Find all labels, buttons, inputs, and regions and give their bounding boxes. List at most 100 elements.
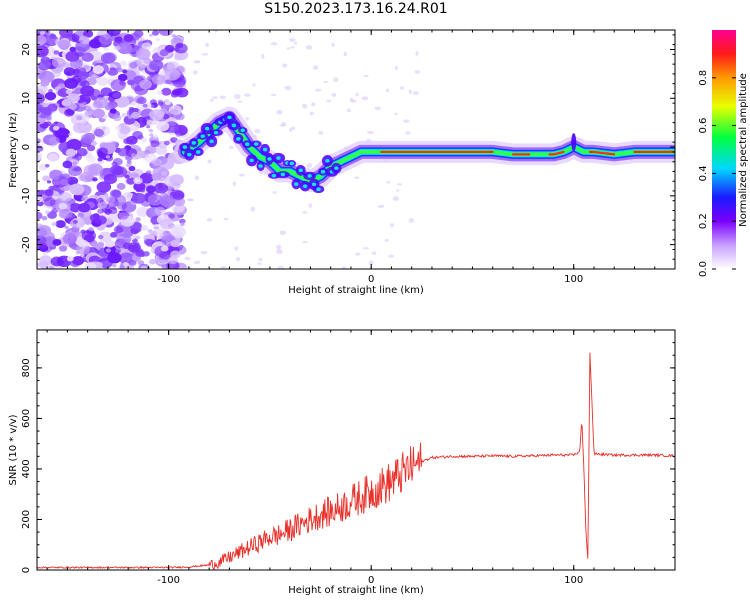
faint-speckle: [193, 260, 201, 265]
noise-speckle: [37, 84, 48, 94]
noise-speckle: [98, 34, 113, 45]
colorbar-label: Normalized spectral amplitude: [738, 73, 749, 227]
faint-speckle: [207, 159, 212, 164]
noise-speckle: [84, 262, 97, 269]
noise-speckle: [55, 220, 66, 229]
faint-speckle: [276, 244, 282, 250]
noise-speckle: [58, 245, 68, 252]
faint-speckle: [239, 173, 245, 177]
ridge-blob-core: [276, 156, 281, 160]
faint-speckle: [301, 103, 308, 109]
noise-speckle: [105, 196, 116, 204]
noise-speckle: [61, 99, 72, 107]
faint-speckle: [254, 128, 261, 134]
noise-speckle: [116, 182, 126, 190]
noise-speckle: [140, 265, 148, 269]
faint-speckle: [276, 249, 283, 255]
faint-speckle: [408, 218, 415, 223]
noise-speckle: [149, 99, 157, 105]
spectrogram-heatmap: [37, 30, 675, 269]
noise-speckle: [159, 49, 169, 57]
noise-speckle: [173, 54, 183, 61]
spectrogram-y-tick-label: 0: [21, 144, 32, 150]
spectrogram-y-tick-label: 20: [21, 43, 32, 56]
faint-speckle: [184, 256, 191, 261]
faint-speckle: [206, 217, 213, 222]
noise-speckle: [59, 178, 69, 186]
noise-speckle: [117, 147, 130, 157]
noise-speckle: [92, 177, 98, 182]
noise-speckle: [64, 109, 75, 117]
noise-speckle: [172, 137, 177, 141]
noise-speckle: [148, 128, 154, 133]
colorbar-tick-label: 0.0: [698, 261, 709, 277]
noise-speckle: [110, 79, 126, 91]
noise-speckle: [81, 196, 88, 202]
noise-speckle: [81, 52, 94, 62]
faint-speckle: [367, 130, 374, 135]
faint-speckle: [252, 83, 256, 87]
noise-speckle: [49, 33, 57, 39]
faint-speckle: [289, 37, 296, 42]
noise-speckle: [37, 142, 40, 147]
noise-speckle: [113, 114, 122, 122]
noise-speckle: [44, 91, 57, 101]
noise-speckle: [147, 193, 163, 206]
snr-frame: [36, 329, 676, 571]
faint-speckle: [394, 65, 399, 71]
ridge-blob-core: [253, 142, 259, 146]
noise-speckle: [93, 97, 109, 109]
noise-speckle: [52, 239, 62, 246]
noise-speckle: [136, 206, 150, 217]
noise-speckle: [167, 256, 179, 265]
ridge-blob-core: [200, 134, 205, 138]
noise-speckle: [122, 242, 132, 250]
noise-speckle: [129, 61, 138, 69]
noise-speckle: [161, 87, 172, 96]
noise-speckle: [126, 177, 136, 185]
noise-speckle: [114, 45, 121, 51]
noise-speckle: [174, 43, 188, 54]
noise-speckle: [46, 180, 52, 184]
noise-speckle: [149, 33, 154, 37]
noise-speckle: [83, 105, 92, 112]
noise-speckle: [51, 221, 57, 226]
faint-speckle: [392, 196, 399, 202]
faint-speckle: [388, 254, 395, 258]
noise-speckle: [69, 46, 76, 52]
noise-speckle: [41, 215, 48, 221]
noise-speckle: [80, 85, 95, 97]
noise-speckle: [153, 134, 158, 139]
noise-speckle: [99, 175, 106, 180]
faint-speckle: [315, 88, 322, 92]
faint-speckle: [214, 30, 218, 33]
noise-speckle: [168, 105, 182, 116]
noise-speckle: [65, 89, 73, 95]
noise-speckle: [103, 173, 117, 185]
noise-speckle: [162, 230, 171, 237]
noise-speckle: [172, 190, 185, 200]
noise-speckle: [135, 48, 151, 60]
colorbar-tick-label: 0.6: [698, 118, 709, 134]
ridge-blob-core: [209, 139, 214, 144]
colorbar-gradient: [712, 30, 736, 269]
noise-speckle: [155, 38, 160, 42]
faint-speckle: [331, 92, 337, 97]
faint-speckle: [302, 241, 308, 244]
noise-speckle: [175, 133, 181, 137]
noise-speckle: [45, 115, 52, 121]
noise-speckle: [64, 225, 69, 229]
noise-speckle: [122, 261, 129, 267]
noise-speckle: [128, 165, 136, 172]
faint-speckle: [205, 42, 209, 48]
ridge-blob-core: [307, 174, 312, 178]
noise-speckle: [66, 138, 82, 151]
noise-speckle: [154, 206, 166, 216]
noise-speckle: [141, 42, 152, 51]
noise-speckle: [146, 125, 151, 129]
faint-speckle: [237, 100, 243, 103]
faint-speckle: [308, 203, 313, 208]
ridge-blob-core: [280, 172, 286, 177]
